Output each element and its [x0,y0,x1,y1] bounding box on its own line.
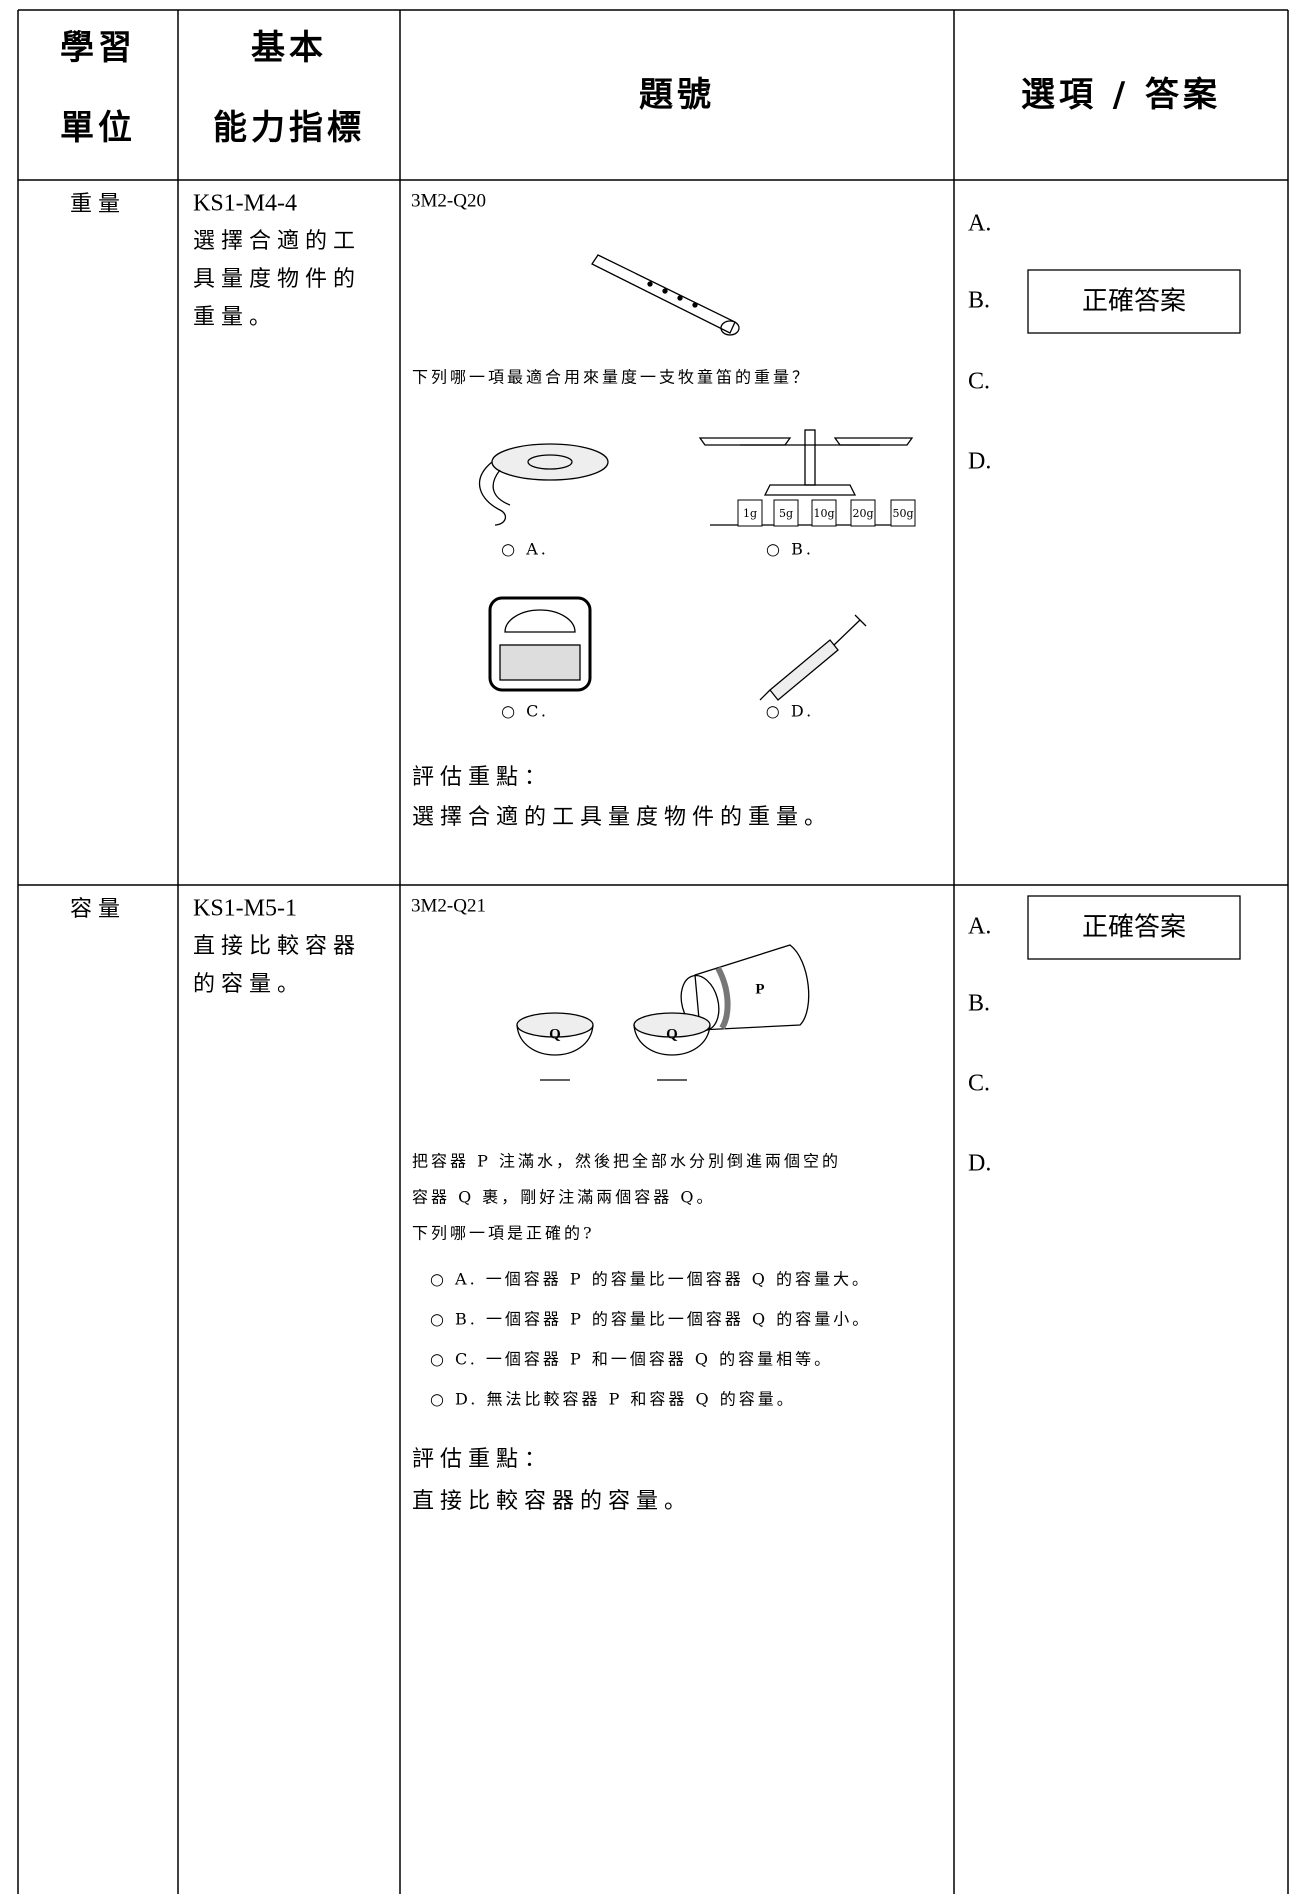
answer-option: B. [968,991,990,1017]
indicator-text: 選擇合適的工 [193,229,361,254]
question-id: 3M2-Q20 [411,190,486,211]
correct-answer-label: 正確答案 [1082,287,1186,317]
container-q-image [516,1012,711,1081]
correct-answer-label: 正確答案 [1082,913,1186,943]
image-option: ○ D. [766,702,814,721]
choice: ○ D. 無法比較容器 P 和容器 Q 的容量。 [430,1390,796,1409]
recorder-image [591,254,740,336]
answer-option: B. [968,288,990,314]
unit: 重量 [70,192,126,217]
balance-image [698,429,914,526]
answer-option: C. [968,1071,990,1097]
weight-label: 50g [892,507,913,520]
image-label: Q [549,1026,561,1042]
indicator-text: 的容量。 [193,972,305,997]
choice: ○ C. 一個容器 P 和一個容器 Q 的容量相等。 [430,1350,833,1369]
question-text: 下列哪一項最適合用來量度一支牧童笛的重量？ [412,368,811,387]
weight [890,499,916,527]
image-label: Q [666,1026,678,1042]
focus-label: 評估重點： [412,1447,552,1472]
question-text: 把容器 P 注滿水，然後把全部水分別倒進兩個空的 [412,1152,841,1171]
question-text: 容器 Q 裹，剛好注滿兩個容器 Q。 [412,1188,716,1207]
weight-label: 1g [743,507,757,520]
answer-option: A. [968,211,991,237]
correct-answer-box [1027,269,1241,334]
focus-label: 評估重點： [412,765,552,790]
answer-option: D. [968,449,991,475]
indicator-text: 直接比較容器 [193,934,361,959]
image-option: ○ A. [501,540,549,559]
choice: ○ B. 一個容器 P 的容量比一個容器 Q 的容量小。 [430,1310,871,1329]
weight [737,499,763,527]
weight [850,499,876,527]
kitchen-scale-image [488,596,592,692]
syringe-image [759,614,867,701]
weight [773,499,799,527]
unit: 容量 [70,897,126,922]
tape-measure-image [479,443,609,526]
table-grid [17,9,1289,1894]
header-unit: 單位 [60,108,136,148]
header-indicator: 基本 [251,28,327,68]
indicator-code: KS1-M4-4 [193,191,297,217]
image-option: ○ C. [501,702,549,721]
focus-text: 選擇合適的工具量度物件的重量。 [412,805,832,830]
answer-option: D. [968,1151,991,1177]
question-id: 3M2-Q21 [411,895,486,916]
indicator-code: KS1-M5-1 [193,896,297,922]
correct-answer-box [1027,895,1241,960]
image-option: ○ B. [766,540,814,559]
focus-text: 直接比較容器的容量。 [412,1489,692,1514]
header-question: 題號 [639,75,715,115]
header-options: 選項 / 答案 [1021,75,1221,115]
answer-option: A. [968,914,991,940]
image-label: P [755,981,764,997]
question-text: 下列哪一項是正確的? [412,1224,595,1243]
answer-option: C. [968,369,990,395]
indicator-text: 重量。 [193,305,277,330]
weight-label: 10g [813,507,834,520]
header-indicator: 能力指標 [213,108,365,148]
container-p-image [680,944,810,1032]
choice: ○ A. 一個容器 P 的容量比一個容器 Q 的容量大。 [430,1270,871,1289]
weight-label: 20g [852,507,873,520]
indicator-text: 具量度物件的 [193,267,361,292]
weight [811,499,837,527]
weight-label: 5g [779,507,793,520]
header-unit: 學習 [60,28,136,68]
